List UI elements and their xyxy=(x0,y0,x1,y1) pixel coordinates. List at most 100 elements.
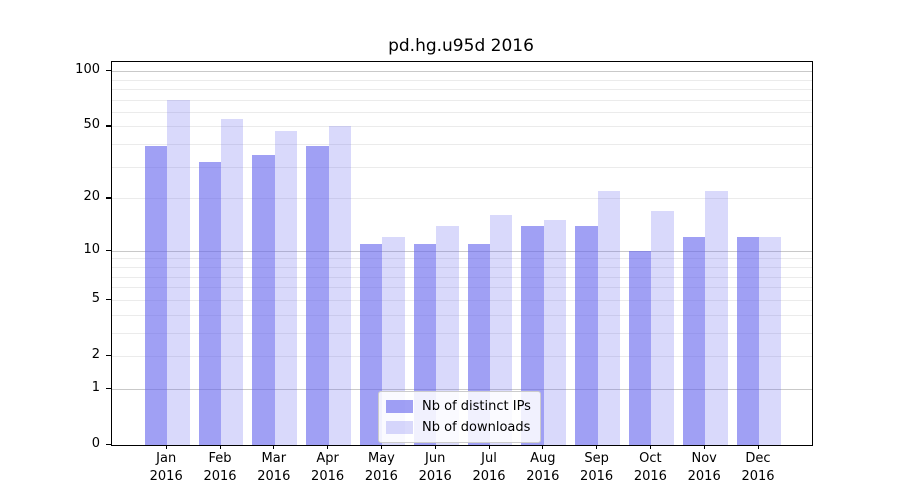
x-tick-mark xyxy=(542,445,544,449)
bar-distinct-ips-aug xyxy=(521,225,544,445)
gridline-minor xyxy=(112,126,812,128)
x-tick-mark xyxy=(219,445,221,449)
year-label: 2016 xyxy=(687,469,721,484)
bar-downloads-nov xyxy=(705,190,728,445)
y-tick-label: 0 xyxy=(91,436,100,451)
x-tick-label-apr: Apr 2016 xyxy=(298,450,358,486)
chart-title: pd.hg.u95d 2016 xyxy=(388,36,534,56)
month-label: Feb xyxy=(208,451,232,466)
month-label: Jan xyxy=(156,451,177,466)
bar-downloads-apr xyxy=(328,126,351,445)
year-label: 2016 xyxy=(741,469,775,484)
y-tick-label: 2 xyxy=(91,346,100,362)
month-label: Sep xyxy=(584,451,609,466)
bar-downloads-jul xyxy=(490,215,513,445)
gridline-minor xyxy=(112,287,812,289)
bar-downloads-feb xyxy=(221,118,244,445)
legend: Nb of distinct IPs Nb of downloads xyxy=(378,391,541,443)
bar-distinct-ips-dec xyxy=(736,237,759,445)
year-label: 2016 xyxy=(472,469,506,484)
bar-downloads-dec xyxy=(759,237,782,445)
bar-downloads-jan xyxy=(167,99,190,445)
gridline-minor xyxy=(112,266,812,268)
y-tick-mark xyxy=(106,298,111,301)
bar-downloads-jun xyxy=(436,225,459,445)
y-tick-label: 10 xyxy=(83,241,100,257)
year-label: 2016 xyxy=(149,469,183,484)
legend-item-distinct-ips: Nb of distinct IPs xyxy=(386,397,531,416)
bar-distinct-ips-may xyxy=(360,243,383,445)
gridline-minor xyxy=(112,79,812,81)
x-tick-label-oct: Oct 2016 xyxy=(620,450,680,486)
gridline-decade xyxy=(112,250,812,252)
x-tick-label-jun: Jun 2016 xyxy=(405,450,465,486)
gridline-minor xyxy=(112,99,812,101)
x-tick-mark xyxy=(434,445,436,449)
gridline-decade xyxy=(112,71,812,73)
bar-distinct-ips-nov xyxy=(682,237,706,445)
distinct-ips-swatch xyxy=(386,400,413,413)
y-tick-mark xyxy=(106,70,111,72)
x-tick-mark xyxy=(380,445,383,449)
legend-label: Nb of distinct IPs xyxy=(422,399,531,414)
legend-item-downloads: Nb of downloads xyxy=(386,418,531,437)
month-label: Jun xyxy=(425,451,446,466)
y-tick-mark xyxy=(106,125,111,127)
x-tick-mark xyxy=(596,445,598,449)
bar-distinct-ips-mar xyxy=(252,154,275,445)
year-label: 2016 xyxy=(311,469,345,484)
y-tick-mark xyxy=(106,197,111,199)
bar-distinct-ips-sep xyxy=(575,225,598,445)
bar-distinct-ips-feb xyxy=(198,161,221,445)
gridline-decade xyxy=(112,388,812,390)
year-label: 2016 xyxy=(257,469,291,484)
gridline-minor xyxy=(112,88,812,90)
x-tick-mark xyxy=(488,445,490,449)
x-tick-mark xyxy=(273,445,275,449)
plot-area xyxy=(111,61,813,446)
year-label: 2016 xyxy=(418,469,452,484)
y-tick-label: 1 xyxy=(91,379,100,395)
bar-downloads-sep xyxy=(597,190,620,445)
bar-distinct-ips-apr xyxy=(306,146,329,445)
month-label: Nov xyxy=(691,451,717,466)
gridline-minor xyxy=(112,276,812,278)
gridline-minor xyxy=(112,144,812,146)
x-tick-mark xyxy=(165,445,167,449)
gridline-minor xyxy=(112,355,812,357)
y-tick-mark xyxy=(106,444,111,446)
gridline-minor xyxy=(112,166,812,168)
month-label: Aug xyxy=(530,451,556,466)
x-tick-mark xyxy=(649,445,652,449)
x-tick-label-jul: Jul 2016 xyxy=(459,450,519,486)
x-tick-label-dec: Dec 2016 xyxy=(728,450,788,486)
x-tick-mark xyxy=(703,445,705,449)
y-tick-mark xyxy=(106,249,111,251)
month-label: May xyxy=(367,451,395,466)
month-label: Mar xyxy=(261,451,287,466)
y-tick-mark xyxy=(106,354,111,357)
month-label: Oct xyxy=(639,451,662,466)
bar-downloads-aug xyxy=(543,220,567,445)
month-label: Dec xyxy=(745,451,771,466)
gridline-minor xyxy=(112,314,812,316)
x-tick-mark xyxy=(757,445,759,449)
year-label: 2016 xyxy=(633,469,667,484)
x-tick-label-nov: Nov 2016 xyxy=(674,450,734,486)
gridline-minor xyxy=(112,299,812,301)
y-tick-label: 100 xyxy=(75,62,100,78)
y-tick-label: 5 xyxy=(91,290,100,306)
x-tick-label-mar: Mar 2016 xyxy=(244,450,304,486)
gridline-minor xyxy=(112,111,812,113)
bar-distinct-ips-jan xyxy=(144,146,168,445)
month-label: Apr xyxy=(316,451,339,466)
x-tick-mark xyxy=(327,445,329,449)
bar-downloads-mar xyxy=(274,131,298,445)
legend-label: Nb of downloads xyxy=(422,420,531,435)
year-label: 2016 xyxy=(526,469,560,484)
year-label: 2016 xyxy=(203,469,237,484)
gridline-minor xyxy=(112,258,812,260)
y-tick-label: 20 xyxy=(83,189,100,205)
year-label: 2016 xyxy=(364,469,398,484)
